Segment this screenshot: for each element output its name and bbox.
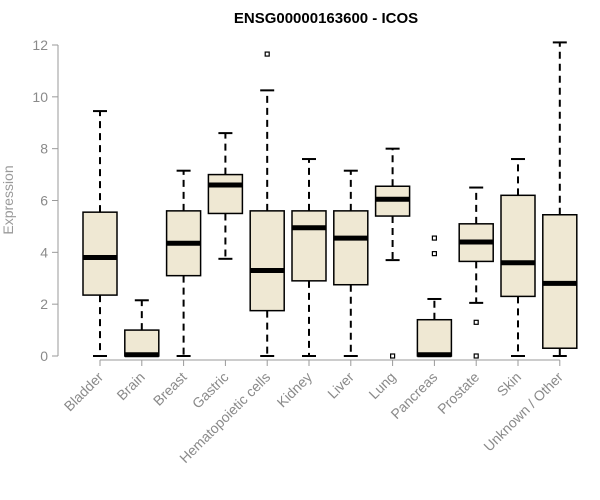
box-iqr bbox=[291, 210, 327, 282]
box-iqr bbox=[124, 329, 160, 357]
x-tick-label: Liver bbox=[324, 369, 357, 402]
box-4 bbox=[249, 51, 285, 357]
x-tick-label: Lung bbox=[365, 369, 398, 402]
y-tick-label: 10 bbox=[32, 89, 48, 105]
box-5 bbox=[291, 158, 327, 357]
y-axis: 0 2 4 6 8 10 12 bbox=[32, 37, 59, 364]
box-7 bbox=[374, 147, 411, 359]
box-iqr bbox=[249, 210, 285, 312]
x-tick-label: Bladder bbox=[61, 369, 107, 415]
y-tick-label: 4 bbox=[40, 244, 48, 260]
box-iqr bbox=[207, 173, 244, 215]
box-iqr bbox=[500, 194, 536, 298]
y-tick-label: 0 bbox=[40, 348, 48, 364]
y-tick-label: 6 bbox=[40, 193, 48, 209]
box-11 bbox=[542, 41, 578, 357]
outlier-point bbox=[473, 353, 479, 359]
y-tick-label: 12 bbox=[32, 37, 48, 53]
outlier-point bbox=[431, 251, 437, 257]
box-2 bbox=[165, 169, 202, 357]
outlier-point bbox=[390, 353, 396, 359]
box-series bbox=[82, 41, 578, 359]
x-tick-label: Kidney bbox=[274, 369, 316, 411]
outlier-point bbox=[473, 319, 479, 325]
x-tick-label: Prostate bbox=[434, 369, 482, 417]
x-tick-label: Skin bbox=[494, 369, 525, 400]
y-tick-label: 8 bbox=[40, 141, 48, 157]
box-3 bbox=[207, 132, 244, 260]
box-9 bbox=[458, 186, 494, 359]
box-8 bbox=[416, 235, 453, 358]
x-tick-label: Breast bbox=[150, 369, 190, 409]
box-1 bbox=[124, 299, 160, 358]
box-0 bbox=[82, 110, 118, 357]
box-6 bbox=[333, 169, 369, 357]
box-iqr bbox=[82, 211, 118, 296]
y-tick-label: 2 bbox=[40, 296, 48, 312]
box-iqr bbox=[333, 210, 369, 286]
outlier-point bbox=[264, 51, 270, 57]
box-10 bbox=[500, 158, 536, 357]
x-tick-label: Brain bbox=[113, 369, 147, 403]
chart-title: ENSG00000163600 - ICOS bbox=[234, 10, 418, 27]
y-axis-label: Expression bbox=[0, 165, 16, 234]
x-tick-label: Unknown / Other bbox=[480, 369, 566, 455]
box-iqr bbox=[416, 318, 453, 357]
outlier-point bbox=[431, 235, 437, 241]
